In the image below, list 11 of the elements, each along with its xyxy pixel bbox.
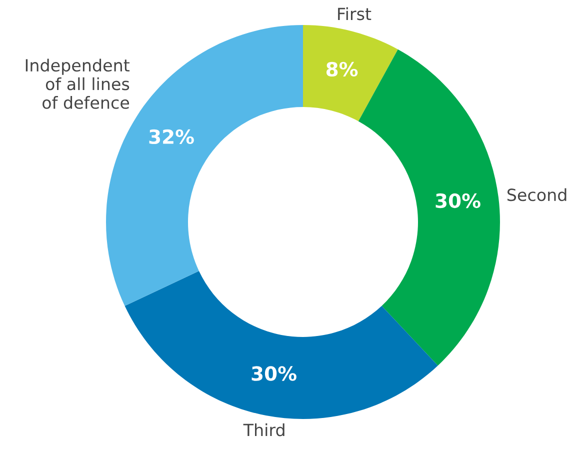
data-label: 30% [436,193,480,208]
donut-slice [358,49,500,366]
data-label: 30% [252,366,296,381]
donut-slice [124,270,438,419]
data-label: 32% [149,129,194,144]
slice-label: First [338,7,372,20]
data-label: 8% [326,62,358,77]
slice-label: Second [507,188,566,202]
slice-label: Independent of all lines of defence [26,58,130,109]
donut-slice [303,25,398,122]
slice-label: Third [243,423,284,436]
